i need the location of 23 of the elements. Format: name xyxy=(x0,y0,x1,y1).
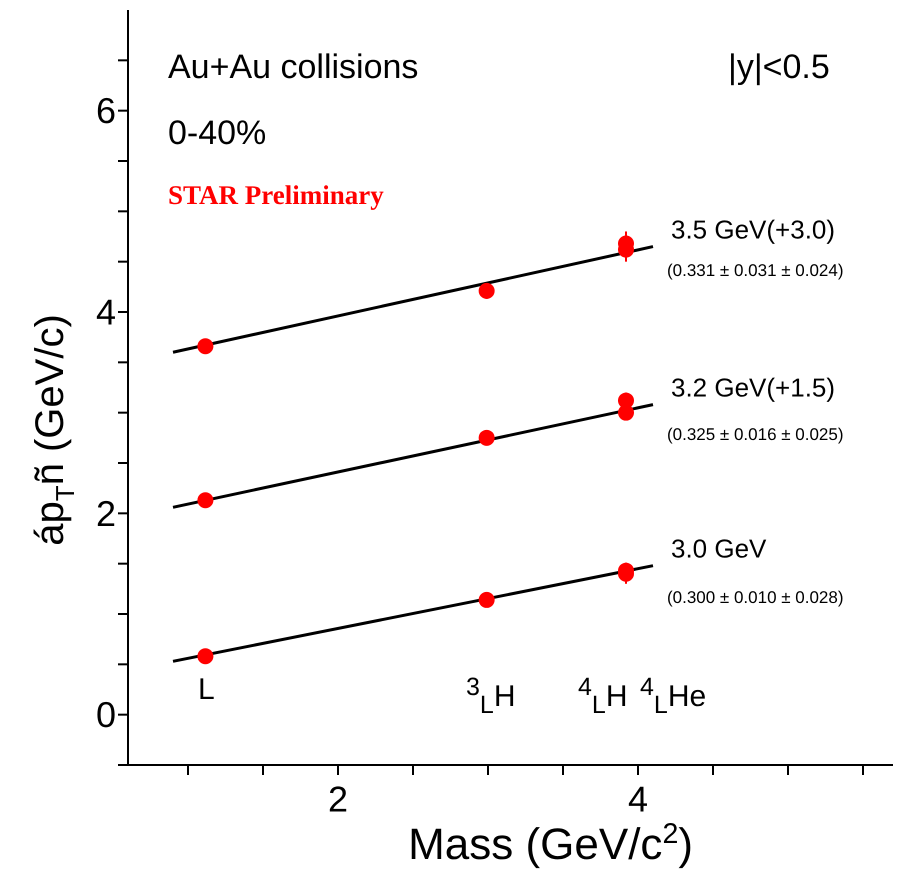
annotation: Au+Au collisions xyxy=(168,48,418,87)
annotation: 0-40% xyxy=(168,114,266,153)
annotation: L xyxy=(198,673,215,707)
y-tick-label: 6 xyxy=(96,90,116,132)
x-axis-title: Mass (GeV/c$^{2}$) xyxy=(408,818,693,869)
y-tick-label: 0 xyxy=(96,694,116,736)
y-tick-label: 4 xyxy=(96,292,116,332)
series-label: 3.2 GeV(+1.5) xyxy=(671,372,836,403)
point xyxy=(197,648,214,664)
point xyxy=(618,392,634,409)
annotation: (0.325 ± 0.016 ± 0.025) xyxy=(667,425,844,445)
series-label: 3.5 GeV(+3.0) xyxy=(671,214,836,245)
point xyxy=(197,338,214,354)
point xyxy=(478,282,495,299)
series-label: 3.0 GeV xyxy=(671,534,768,564)
y-tick-label: 2 xyxy=(96,492,116,534)
point xyxy=(478,430,495,446)
annotation: STAR Preliminary xyxy=(168,180,384,211)
annotation: (0.331 ± 0.031 ± 0.024) xyxy=(667,261,844,281)
point xyxy=(197,492,214,508)
point xyxy=(478,592,495,608)
annotation: |y|<0.5 xyxy=(728,48,830,87)
annotation: (0.300 ± 0.010 ± 0.028) xyxy=(667,588,844,608)
